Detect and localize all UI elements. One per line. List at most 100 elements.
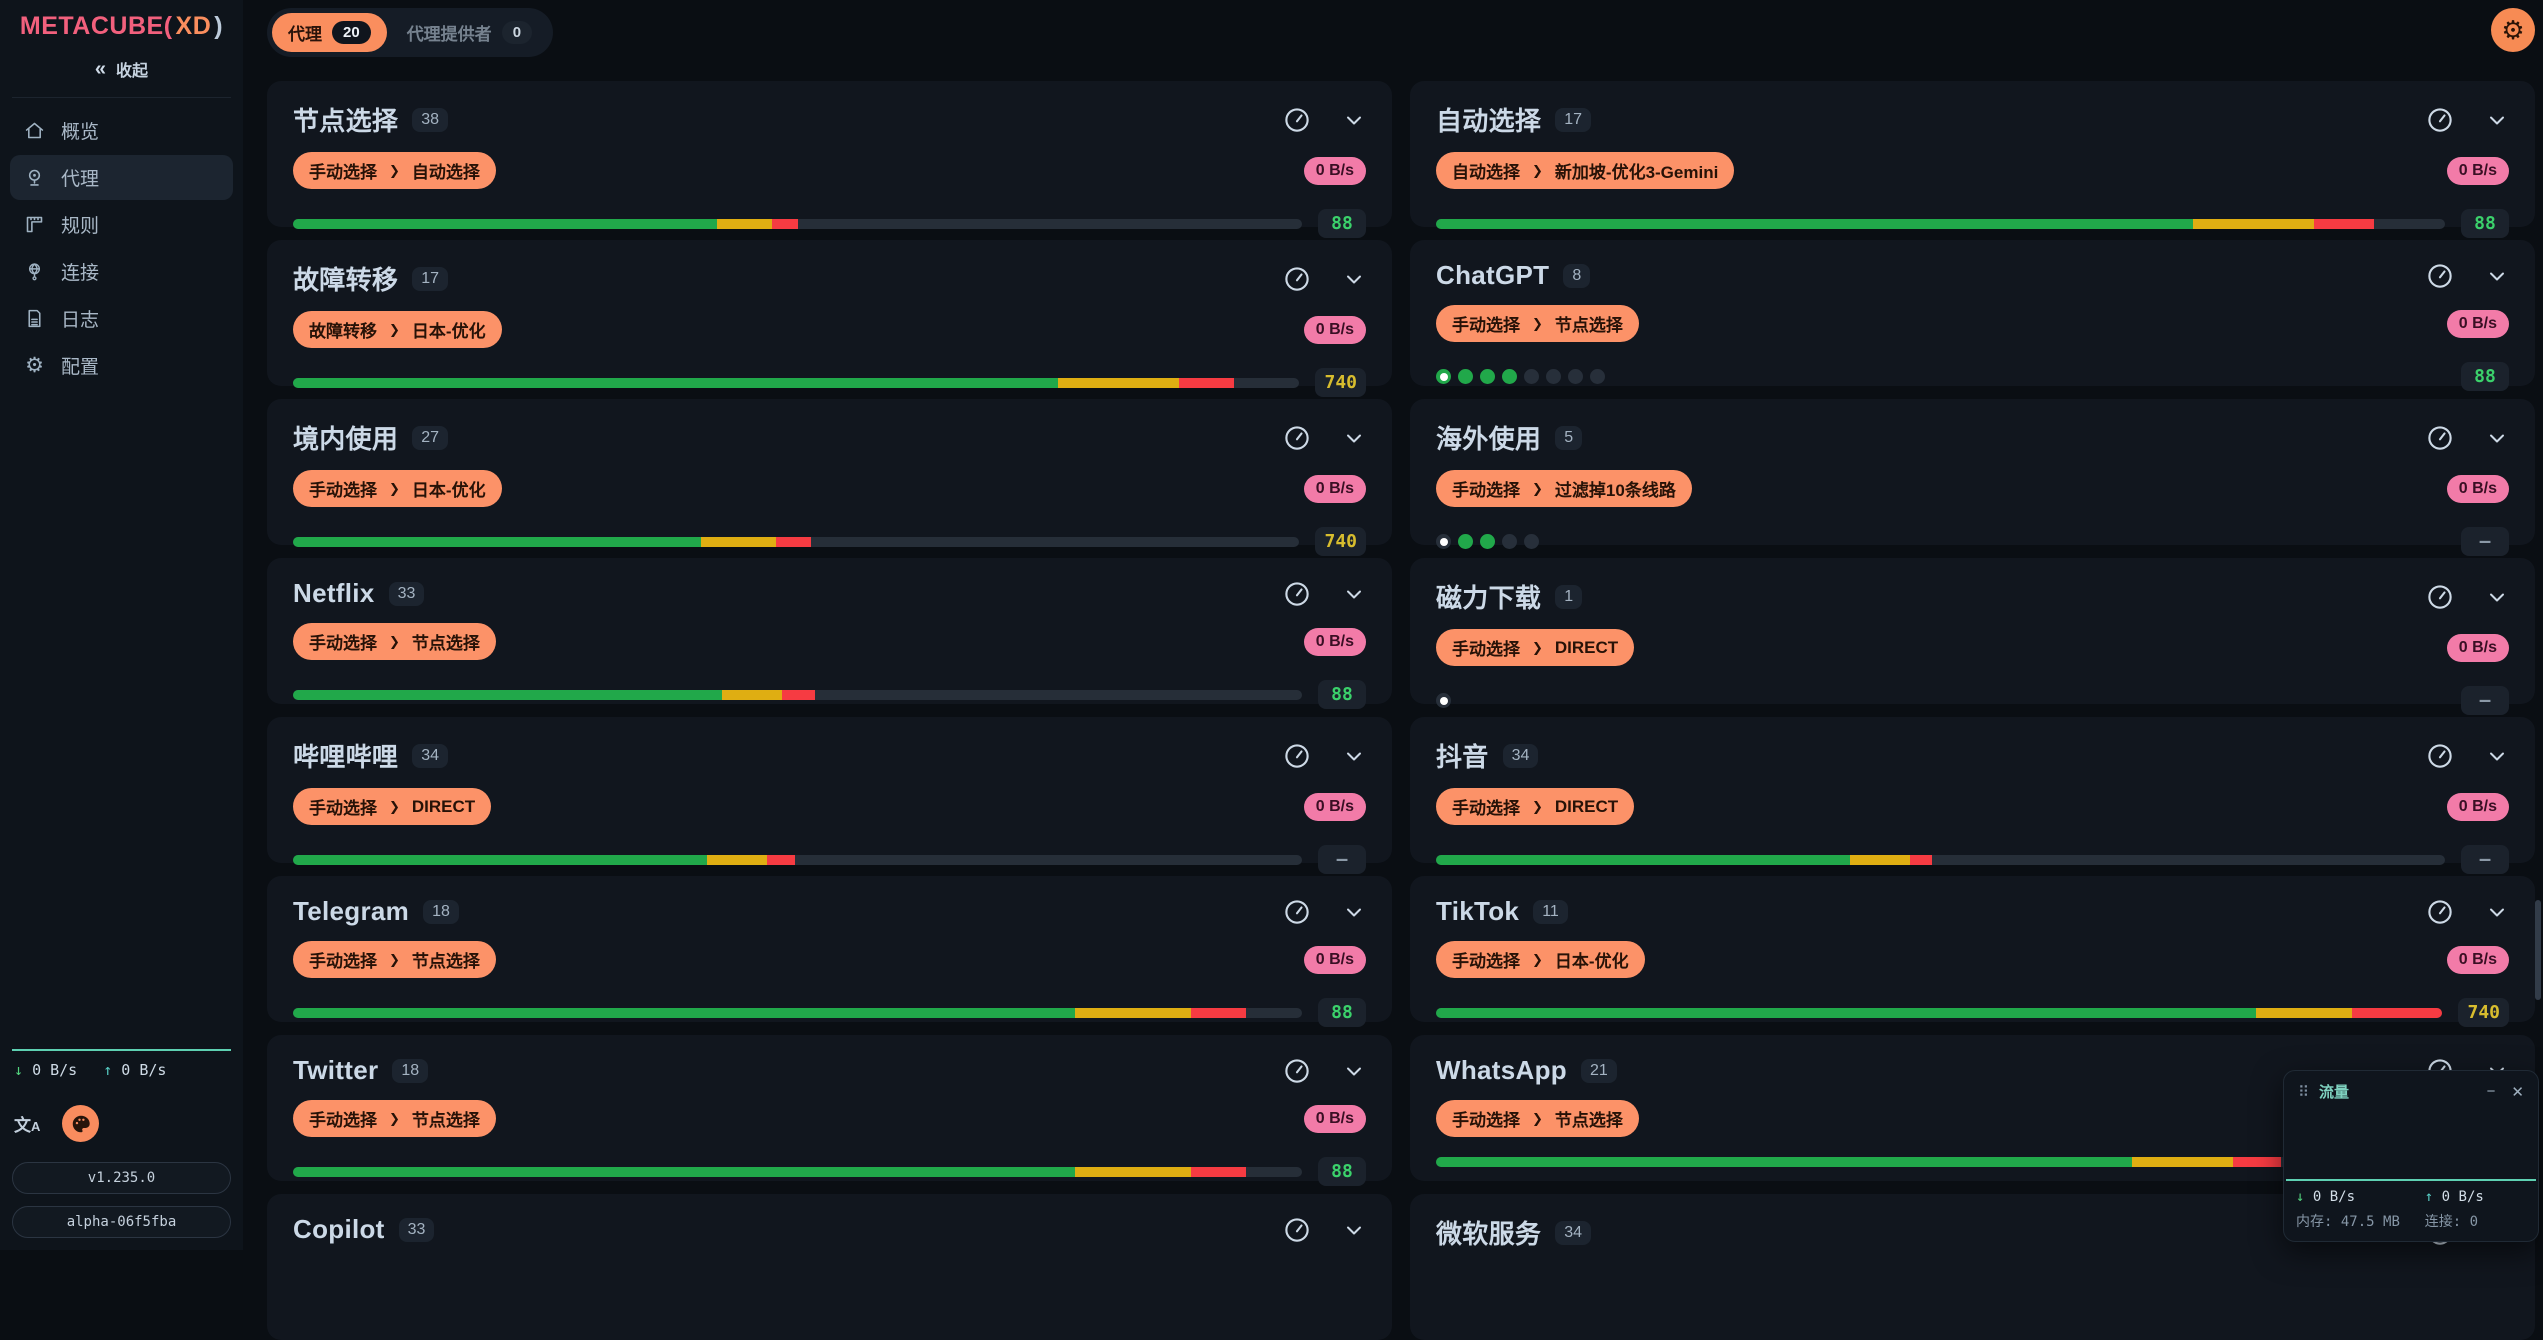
group-count-badge: 34	[1555, 1221, 1591, 1245]
selected-node-pill[interactable]: 故障转移 ❯ 日本-优化	[293, 311, 502, 348]
selected-node-pill[interactable]: 自动选择 ❯ 新加坡-优化3-Gemini	[1436, 152, 1734, 189]
sidebar-item-rules[interactable]: 规则	[10, 202, 233, 247]
drag-handle-icon[interactable]: ⠿	[2298, 1083, 2309, 1101]
tab-proxy-providers[interactable]: 代理提供者 0	[391, 13, 548, 52]
selected-dot-core	[1440, 538, 1448, 546]
selected-node-pill[interactable]: 手动选择 ❯ 日本-优化	[293, 470, 502, 507]
selector-chevron-icon: ❯	[389, 634, 400, 650]
selected-node-pill[interactable]: 手动选择 ❯ 节点选择	[293, 941, 496, 978]
chevron-down-icon[interactable]	[1342, 108, 1366, 132]
latency-test-icon[interactable]	[2425, 105, 2455, 135]
minimize-panel-button[interactable]: −	[2487, 1083, 2496, 1101]
scrollbar-thumb[interactable]	[2535, 900, 2541, 1000]
selected-node-dot[interactable]	[1436, 534, 1451, 549]
close-panel-button[interactable]: ✕	[2511, 1083, 2524, 1101]
selected-node-pill[interactable]: 手动选择 ❯ DIRECT	[293, 788, 491, 825]
latency-test-icon[interactable]	[1282, 264, 1312, 294]
selected-node-pill[interactable]: 手动选择 ❯ 过滤掉10条线路	[1436, 470, 1692, 507]
proxy-settings-button[interactable]: ⚙	[2491, 8, 2535, 52]
chevron-down-icon[interactable]	[1342, 426, 1366, 450]
node-dot[interactable]	[1546, 369, 1561, 384]
sidebar-item-connections[interactable]: 连接	[10, 249, 233, 294]
selected-node-pill[interactable]: 手动选择 ❯ DIRECT	[1436, 629, 1634, 666]
selected-node-pill[interactable]: 手动选择 ❯ 自动选择	[293, 152, 496, 189]
selector-chevron-icon: ❯	[1532, 640, 1543, 656]
chevron-down-icon[interactable]	[2485, 900, 2509, 924]
chevron-down-icon[interactable]	[2485, 744, 2509, 768]
latency-test-icon[interactable]	[1282, 1215, 1312, 1245]
latency-bar-segment-y	[1075, 1167, 1191, 1177]
latency-test-icon[interactable]	[1282, 741, 1312, 771]
selector-chevron-icon: ❯	[1532, 316, 1543, 332]
theme-palette-button[interactable]	[62, 1105, 99, 1142]
selected-node-pill[interactable]: 手动选择 ❯ 节点选择	[1436, 305, 1639, 342]
group-count-badge: 33	[389, 582, 425, 606]
node-dot[interactable]	[1480, 369, 1495, 384]
selected-node-pill[interactable]: 手动选择 ❯ 节点选择	[293, 623, 496, 660]
chevron-down-icon[interactable]	[1342, 1218, 1366, 1242]
node-dot[interactable]	[1590, 369, 1605, 384]
chevron-down-icon[interactable]	[1342, 582, 1366, 606]
chevron-down-icon[interactable]	[1342, 1059, 1366, 1083]
selector-mode: 手动选择	[309, 476, 377, 501]
node-dot[interactable]	[1502, 369, 1517, 384]
latency-test-icon[interactable]	[1282, 579, 1312, 609]
group-count-badge: 17	[412, 267, 448, 291]
selected-node-pill[interactable]: 手动选择 ❯ 节点选择	[293, 1100, 496, 1137]
selected-node-pill[interactable]: 手动选择 ❯ 日本-优化	[1436, 941, 1645, 978]
latency-bar-segment-y	[701, 537, 776, 547]
proxy-group-card: TikTok 11 手动选择 ❯ 日本-优化 0 B/s 740	[1410, 876, 2535, 1022]
latency-test-icon[interactable]	[1282, 105, 1312, 135]
chevron-down-icon[interactable]	[2485, 264, 2509, 288]
down-arrow-icon: ↓	[14, 1061, 23, 1079]
latency-test-icon[interactable]	[2425, 582, 2455, 612]
core-version-button[interactable]: v1.235.0	[12, 1162, 231, 1194]
node-dot[interactable]	[1458, 534, 1473, 549]
latency-bar-segment-g	[1436, 219, 2193, 229]
collapse-sidebar-button[interactable]: « 收起	[10, 57, 233, 81]
tab-proxies[interactable]: 代理 20	[272, 13, 387, 52]
latency-test-icon[interactable]	[1282, 1056, 1312, 1086]
chevron-down-icon[interactable]	[1342, 267, 1366, 291]
group-speed-badge: 0 B/s	[2447, 157, 2509, 185]
node-dot[interactable]	[1524, 534, 1539, 549]
proxy-group-card: ChatGPT 8 手动选择 ❯ 节点选择 0 B/s 88	[1410, 240, 2535, 386]
latency-indicator	[1436, 855, 2445, 865]
selected-node-pill[interactable]: 手动选择 ❯ 节点选择	[1436, 1100, 1639, 1137]
latency-test-icon[interactable]	[1282, 897, 1312, 927]
selector-node: DIRECT	[1555, 797, 1618, 817]
latency-test-icon[interactable]	[2425, 741, 2455, 771]
proxy-group-card: 故障转移 17 故障转移 ❯ 日本-优化 0 B/s 740	[267, 240, 1392, 386]
sidebar-item-overview[interactable]: 概览	[10, 108, 233, 153]
group-speed-badge: 0 B/s	[2447, 946, 2509, 974]
sidebar-item-logs[interactable]: 日志	[10, 296, 233, 341]
logo-part-pink: METACUBE(	[20, 12, 173, 40]
latency-test-icon[interactable]	[1282, 423, 1312, 453]
chevron-down-icon[interactable]	[1342, 900, 1366, 924]
latency-test-icon[interactable]	[2425, 261, 2455, 291]
selected-node-dot[interactable]	[1436, 693, 1451, 708]
latency-test-icon[interactable]	[2425, 423, 2455, 453]
sidebar-item-config[interactable]: ⚙ 配置	[10, 343, 233, 388]
chevron-down-icon[interactable]	[2485, 426, 2509, 450]
language-toggle-icon[interactable]: 文A	[14, 1111, 40, 1136]
latency-bar-segment-r	[1910, 855, 1932, 865]
chevron-down-icon[interactable]	[2485, 108, 2509, 132]
latency-test-icon[interactable]	[2425, 897, 2455, 927]
group-title: WhatsApp	[1436, 1055, 1567, 1086]
node-dot[interactable]	[1524, 369, 1539, 384]
node-dot[interactable]	[1502, 534, 1517, 549]
chevron-down-icon[interactable]	[2485, 585, 2509, 609]
node-dot[interactable]	[1568, 369, 1583, 384]
group-count-badge: 17	[1555, 108, 1591, 132]
node-dot[interactable]	[1480, 534, 1495, 549]
selected-node-dot[interactable]	[1436, 369, 1451, 384]
sidebar-item-proxies[interactable]: 代理	[10, 155, 233, 200]
group-title: 自动选择	[1436, 101, 1541, 138]
selector-chevron-icon: ❯	[1532, 1111, 1543, 1127]
chevron-down-icon[interactable]	[1342, 744, 1366, 768]
latency-bar-segment-r	[2352, 1008, 2443, 1018]
selected-node-pill[interactable]: 手动选择 ❯ DIRECT	[1436, 788, 1634, 825]
node-dot[interactable]	[1458, 369, 1473, 384]
app-build-button[interactable]: alpha-06f5fba	[12, 1206, 231, 1238]
